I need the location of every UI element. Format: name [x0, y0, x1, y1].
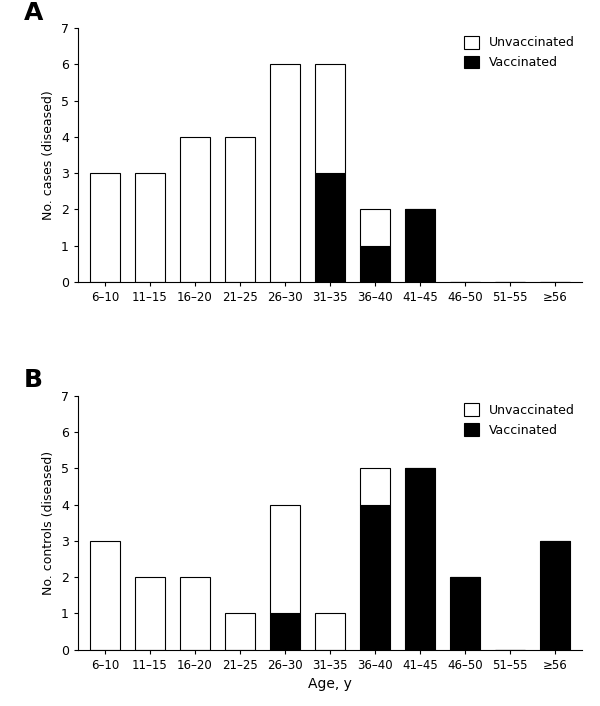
- Bar: [316, 173, 344, 282]
- Legend: Unvaccinated, Vaccinated: Unvaccinated, Vaccinated: [460, 400, 578, 441]
- Bar: [271, 64, 299, 282]
- Bar: [361, 210, 389, 246]
- Y-axis label: No. cases (diseased): No. cases (diseased): [43, 90, 55, 220]
- Bar: [91, 541, 119, 650]
- Bar: [91, 173, 119, 282]
- Text: A: A: [24, 1, 43, 25]
- Bar: [271, 614, 299, 650]
- Bar: [226, 614, 254, 650]
- Bar: [541, 541, 569, 650]
- Bar: [181, 137, 209, 282]
- Bar: [136, 173, 164, 282]
- Bar: [406, 210, 434, 282]
- Bar: [136, 577, 164, 650]
- Bar: [226, 137, 254, 282]
- Legend: Unvaccinated, Vaccinated: Unvaccinated, Vaccinated: [460, 32, 578, 73]
- Text: B: B: [24, 369, 43, 393]
- Bar: [361, 505, 389, 650]
- Bar: [316, 64, 344, 173]
- Bar: [271, 505, 299, 614]
- Bar: [406, 468, 434, 650]
- X-axis label: Age, y: Age, y: [308, 677, 352, 691]
- Bar: [316, 614, 344, 650]
- Y-axis label: No. controls (diseased): No. controls (diseased): [43, 450, 55, 594]
- Bar: [181, 577, 209, 650]
- Bar: [361, 246, 389, 282]
- Bar: [451, 577, 479, 650]
- Bar: [361, 468, 389, 505]
